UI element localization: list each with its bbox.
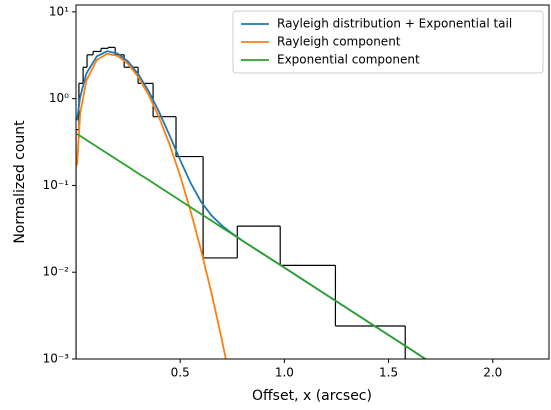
plot-content	[76, 46, 428, 359]
y-tick-label: 10⁻³	[43, 352, 70, 366]
y-axis-label: Normalized count	[12, 120, 28, 244]
axes-frame	[75, 4, 550, 360]
x-tick-label: 2.0	[483, 366, 502, 380]
x-tick-label: 1.0	[275, 366, 294, 380]
y-tick-label: 10⁻¹	[43, 178, 70, 192]
y-tick-label: 10⁻²	[43, 265, 70, 279]
legend-label: Exponential component	[277, 53, 420, 67]
series-line	[76, 133, 428, 359]
legend-box	[232, 10, 544, 74]
y-tick-label: 10⁰	[49, 91, 69, 105]
y-tick-label: 10¹	[49, 4, 69, 18]
x-axis-label: Offset, x (arcsec)	[252, 388, 372, 404]
x-tick-label: 0.5	[171, 366, 190, 380]
legend-label: Rayleigh distribution + Exponential tail	[277, 17, 512, 31]
x-tick-label: 1.5	[379, 366, 398, 380]
series-line	[76, 52, 227, 359]
legend-label: Rayleigh component	[277, 35, 401, 49]
